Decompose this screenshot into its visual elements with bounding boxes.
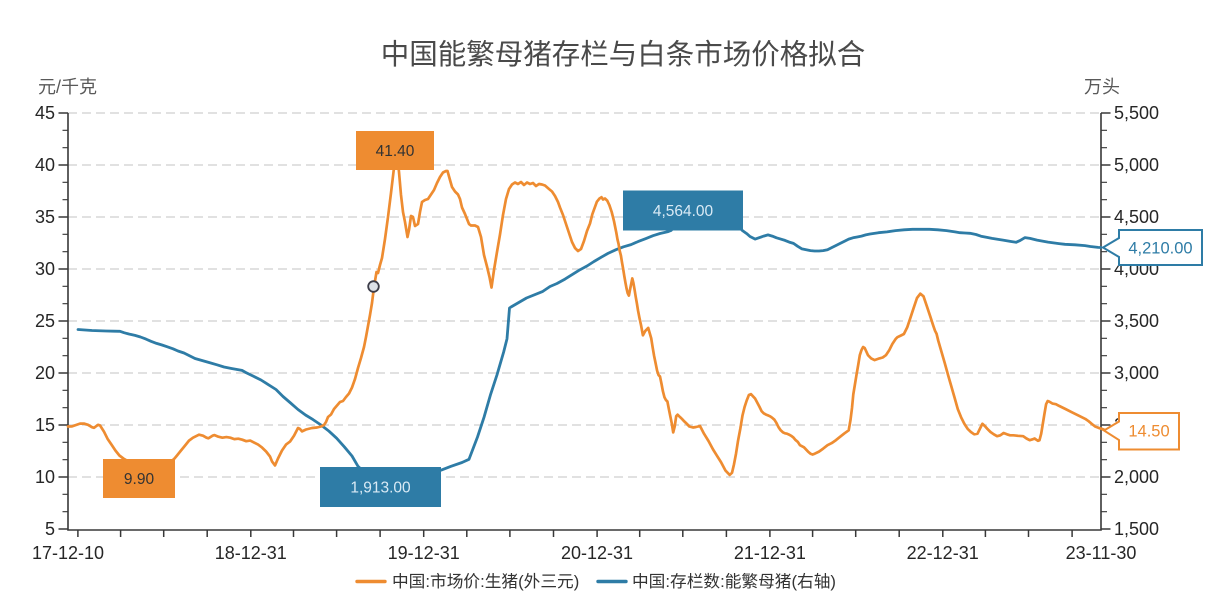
svg-text:中国能繁母猪存栏与白条市场价格拟合: 中国能繁母猪存栏与白条市场价格拟合: [381, 39, 866, 71]
svg-text:23-11-30: 23-11-30: [1066, 543, 1137, 563]
svg-text:中国:存栏数:能繁母猪(右轴): 中国:存栏数:能繁母猪(右轴): [632, 572, 836, 591]
svg-text:14.50: 14.50: [1128, 423, 1169, 441]
svg-text:10: 10: [35, 467, 55, 487]
svg-text:1,500: 1,500: [1114, 519, 1159, 539]
svg-text:2,000: 2,000: [1114, 467, 1159, 487]
svg-text:3,500: 3,500: [1114, 311, 1159, 331]
svg-text:21-12-31: 21-12-31: [734, 543, 806, 563]
svg-text:20: 20: [35, 363, 55, 383]
svg-text:19-12-31: 19-12-31: [388, 543, 460, 563]
svg-text:35: 35: [35, 207, 55, 227]
svg-text:元/千克: 元/千克: [38, 77, 97, 97]
svg-text:40: 40: [35, 155, 55, 175]
svg-text:22-12-31: 22-12-31: [907, 543, 979, 563]
svg-text:5: 5: [45, 519, 55, 539]
svg-text:9.90: 9.90: [124, 471, 155, 488]
svg-text:5,500: 5,500: [1114, 103, 1159, 123]
svg-text:万头: 万头: [1084, 77, 1120, 97]
svg-text:4,210.00: 4,210.00: [1128, 240, 1192, 258]
svg-text:25: 25: [35, 311, 55, 331]
svg-text:41.40: 41.40: [376, 143, 415, 160]
svg-text:4,564.00: 4,564.00: [653, 203, 714, 220]
svg-text:45: 45: [35, 103, 55, 123]
svg-text:4,500: 4,500: [1114, 207, 1159, 227]
svg-text:5,000: 5,000: [1114, 155, 1159, 175]
svg-text:30: 30: [35, 259, 55, 279]
svg-text:20-12-31: 20-12-31: [561, 543, 633, 563]
svg-text:15: 15: [35, 415, 55, 435]
svg-text:中国:市场价:生猪(外三元): 中国:市场价:生猪(外三元): [392, 572, 579, 591]
svg-text:18-12-31: 18-12-31: [215, 543, 287, 563]
svg-text:17-12-10: 17-12-10: [32, 543, 104, 563]
svg-text:1,913.00: 1,913.00: [350, 480, 411, 497]
svg-text:3,000: 3,000: [1114, 363, 1159, 383]
